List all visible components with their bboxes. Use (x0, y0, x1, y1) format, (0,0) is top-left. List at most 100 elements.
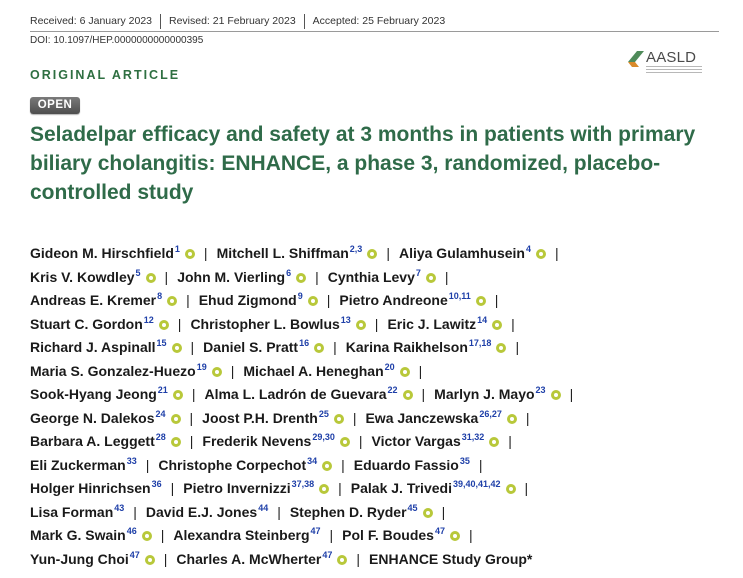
author[interactable]: Pietro Invernizzi37,38 (183, 479, 330, 496)
affiliation-number[interactable]: 22 (387, 385, 398, 395)
affiliation-number[interactable]: 47 (434, 526, 445, 536)
author[interactable]: Victor Vargas31,32 (372, 432, 500, 449)
author[interactable]: Mark G. Swain46 (30, 526, 152, 543)
affiliation-number[interactable]: 4 (526, 244, 532, 254)
author[interactable]: George N. Dalekos24 (30, 408, 181, 426)
orcid-icon[interactable] (367, 249, 378, 259)
orcid-icon[interactable] (145, 272, 156, 283)
author[interactable]: Karina Raikhelson17,18 (346, 338, 507, 355)
affiliation-number[interactable]: 1 (174, 244, 180, 254)
author[interactable]: Michael A. Heneghan20 (243, 361, 410, 379)
orcid-icon[interactable] (184, 249, 195, 259)
author[interactable]: Eric J. Lawitz14 (387, 314, 503, 332)
affiliation-number[interactable]: 35 (459, 455, 470, 466)
orcid-icon[interactable] (322, 460, 333, 471)
affiliation-number[interactable]: 8 (157, 291, 163, 301)
author[interactable]: ENHANCE Study Group* (369, 551, 532, 567)
author[interactable]: Pietro Andreone10,11 (339, 291, 486, 308)
author[interactable]: Stuart C. Gordon12 (30, 314, 169, 332)
orcid-icon[interactable] (296, 272, 307, 283)
author[interactable]: Holger Hinrichsen36 (30, 479, 162, 496)
author[interactable]: Daniel S. Pratt16 (203, 338, 325, 355)
affiliation-number[interactable]: 34 (307, 455, 318, 466)
author[interactable]: Alexandra Steinberg47 (173, 526, 320, 543)
author[interactable]: Cynthia Levy7 (328, 267, 436, 285)
author[interactable]: Richard J. Aspinall15 (30, 338, 182, 355)
affiliation-number[interactable]: 46 (126, 526, 137, 536)
orcid-icon[interactable] (141, 531, 152, 541)
orcid-icon[interactable] (505, 484, 516, 494)
orcid-icon[interactable] (339, 437, 350, 447)
affiliation-number[interactable]: 33 (126, 455, 137, 466)
orcid-icon[interactable] (314, 343, 325, 353)
affiliation-number[interactable]: 17,18 (468, 338, 492, 348)
affiliation-number[interactable]: 45 (407, 502, 418, 513)
orcid-icon[interactable] (355, 319, 366, 330)
orcid-icon[interactable] (506, 413, 517, 424)
author[interactable]: John M. Vierling6 (177, 267, 307, 285)
affiliation-number[interactable]: 2,3 (349, 244, 363, 254)
orcid-icon[interactable] (333, 413, 344, 424)
affiliation-number[interactable]: 13 (340, 314, 351, 325)
author[interactable]: Aliya Gulamhusein4 (399, 244, 547, 261)
affiliation-number[interactable]: 7 (415, 267, 421, 278)
affiliation-number[interactable]: 26,27 (479, 408, 502, 419)
affiliation-number[interactable]: 28 (155, 432, 166, 442)
orcid-icon[interactable] (536, 249, 547, 259)
author[interactable]: Christopher L. Bowlus13 (190, 314, 366, 332)
affiliation-number[interactable]: 29,30 (312, 432, 335, 442)
author[interactable]: Barbara A. Leggett28 (30, 432, 181, 449)
orcid-icon[interactable] (211, 366, 222, 377)
affiliation-number[interactable]: 6 (286, 267, 292, 278)
affiliation-number[interactable]: 31,32 (461, 432, 485, 442)
orcid-icon[interactable] (402, 390, 413, 400)
affiliation-number[interactable]: 36 (151, 479, 162, 489)
orcid-icon[interactable] (170, 437, 181, 447)
affiliation-number[interactable]: 10,11 (448, 291, 471, 301)
orcid-icon[interactable] (307, 296, 318, 306)
orcid-icon[interactable] (172, 390, 183, 400)
affiliation-number[interactable]: 9 (297, 291, 303, 301)
orcid-icon[interactable] (489, 437, 500, 447)
author[interactable]: Pol F. Boudes47 (342, 526, 460, 543)
affiliation-number[interactable]: 16 (299, 338, 310, 348)
author[interactable]: Christophe Corpechot34 (158, 455, 333, 473)
orcid-icon[interactable] (399, 366, 410, 377)
affiliation-number[interactable]: 25 (318, 408, 329, 419)
author[interactable]: Sook-Hyang Jeong21 (30, 385, 183, 402)
author[interactable]: Alma L. Ladrón de Guevara22 (204, 385, 413, 402)
affiliation-number[interactable]: 19 (196, 361, 207, 372)
author[interactable]: Gideon M. Hirschfield1 (30, 244, 195, 261)
author[interactable]: Andreas E. Kremer8 (30, 291, 178, 308)
author[interactable]: Kris V. Kowdley5 (30, 267, 156, 285)
affiliation-number[interactable]: 47 (129, 549, 140, 560)
orcid-icon[interactable] (167, 296, 178, 306)
affiliation-number[interactable]: 20 (384, 361, 395, 372)
author[interactable]: Frederik Nevens29,30 (202, 432, 350, 449)
orcid-icon[interactable] (496, 343, 507, 353)
author[interactable]: Maria S. Gonzalez-Huezo19 (30, 361, 222, 379)
author[interactable]: Stephen D. Ryder45 (290, 502, 433, 520)
orcid-icon[interactable] (171, 343, 182, 353)
orcid-icon[interactable] (319, 484, 330, 494)
affiliation-number[interactable]: 37,38 (291, 479, 315, 489)
orcid-icon[interactable] (492, 319, 503, 330)
affiliation-number[interactable]: 24 (155, 408, 166, 419)
author[interactable]: Ewa Janczewska26,27 (365, 408, 517, 426)
affiliation-number[interactable]: 15 (156, 338, 167, 348)
orcid-icon[interactable] (158, 319, 169, 330)
orcid-icon[interactable] (337, 554, 348, 565)
orcid-icon[interactable] (425, 272, 436, 283)
author[interactable]: Lisa Forman43 (30, 503, 124, 520)
orcid-icon[interactable] (550, 390, 561, 400)
affiliation-number[interactable]: 5 (135, 267, 141, 278)
author[interactable]: Charles A. McWherter47 (176, 550, 348, 567)
orcid-icon[interactable] (475, 296, 486, 306)
affiliation-number[interactable]: 14 (477, 314, 488, 325)
affiliation-number[interactable]: 23 (535, 385, 546, 395)
author[interactable]: Palak J. Trivedi39,40,41,42 (351, 479, 516, 496)
author[interactable]: Marlyn J. Mayo23 (434, 385, 561, 402)
author[interactable]: Mitchell L. Shiffman2,3 (217, 244, 378, 261)
author[interactable]: Eduardo Fassio35 (354, 455, 470, 473)
affiliation-number[interactable]: 12 (143, 314, 154, 325)
